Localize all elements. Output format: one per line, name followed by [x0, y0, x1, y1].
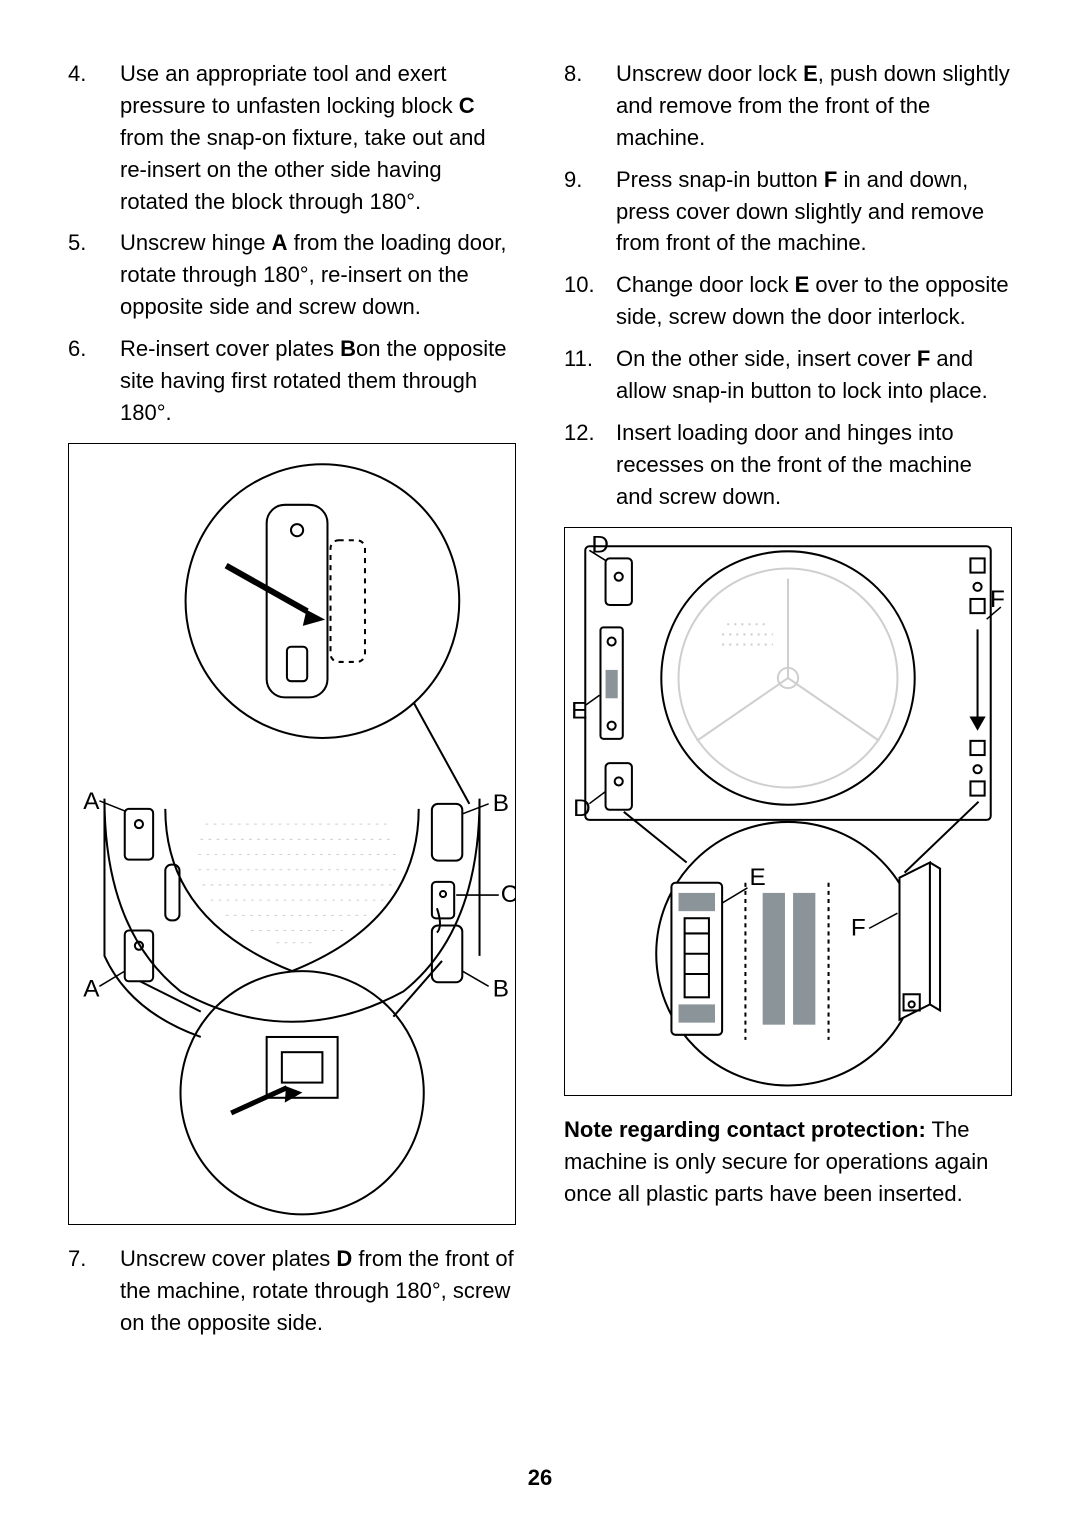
page-number: 26 — [0, 1465, 1080, 1491]
bold-ref: D — [336, 1246, 352, 1271]
instruction-text: Use an appropriate tool and exert pressu… — [120, 58, 516, 217]
bold-ref: A — [272, 230, 288, 255]
instruction-item: 7.Unscrew cover plates D from the front … — [68, 1243, 516, 1339]
left-column: 4.Use an appropriate tool and exert pres… — [68, 58, 516, 1349]
bold-ref: E — [795, 272, 810, 297]
note-contact-protection: Note regarding contact protection: The m… — [564, 1114, 1012, 1210]
instruction-text: Unscrew door lock E, push down slightly … — [616, 58, 1012, 154]
instruction-item: 12.Insert loading door and hinges into r… — [564, 417, 1012, 513]
bold-ref: F — [824, 167, 837, 192]
diagram1-label-A-bottom: A — [83, 975, 100, 1002]
note-heading: Note regarding contact protection: — [564, 1117, 926, 1142]
diagram-door-hinge: A A B B C — [68, 443, 516, 1226]
bold-ref: F — [917, 346, 930, 371]
bold-ref: E — [803, 61, 818, 86]
diagram2-label-F-top: F — [990, 586, 1005, 613]
instruction-text: Unscrew hinge A from the loading door, r… — [120, 227, 516, 323]
instruction-item: 11.On the other side, insert cover F and… — [564, 343, 1012, 407]
instruction-number: 11. — [564, 343, 616, 407]
diagram2-label-D-bottom: D — [573, 794, 591, 821]
diagram2-label-E-top: E — [571, 697, 587, 724]
instruction-item: 6.Re-insert cover plates Bon the opposit… — [68, 333, 516, 429]
instruction-list-left-bottom: 7.Unscrew cover plates D from the front … — [68, 1243, 516, 1339]
instruction-number: 6. — [68, 333, 120, 429]
diagram2-label-F-bottom: F — [851, 914, 866, 941]
diagram1-label-C: C — [501, 881, 515, 908]
diagram1-label-B-bottom: B — [493, 975, 509, 1002]
instruction-text: On the other side, insert cover F and al… — [616, 343, 1012, 407]
instruction-list-left-top: 4.Use an appropriate tool and exert pres… — [68, 58, 516, 429]
instruction-number: 4. — [68, 58, 120, 217]
instruction-text: Insert loading door and hinges into rece… — [616, 417, 1012, 513]
instruction-text: Press snap-in button F in and down, pres… — [616, 164, 1012, 260]
instruction-item: 8.Unscrew door lock E, push down slightl… — [564, 58, 1012, 154]
instruction-text: Re-insert cover plates Bon the opposite … — [120, 333, 516, 429]
instruction-number: 7. — [68, 1243, 120, 1339]
instruction-text: Unscrew cover plates D from the front of… — [120, 1243, 516, 1339]
diagram1-label-B-top: B — [493, 790, 509, 817]
bold-ref: B — [340, 336, 356, 361]
instruction-number: 10. — [564, 269, 616, 333]
instruction-item: 5.Unscrew hinge A from the loading door,… — [68, 227, 516, 323]
diagram2-label-E-bottom: E — [749, 863, 765, 890]
diagram2-label-D-top: D — [591, 531, 609, 558]
instruction-number: 12. — [564, 417, 616, 513]
instruction-item: 9.Press snap-in button F in and down, pr… — [564, 164, 1012, 260]
diagram-machine-front: D D E F E F — [564, 527, 1012, 1097]
instruction-number: 5. — [68, 227, 120, 323]
diagram1-label-A-top: A — [83, 788, 100, 815]
instruction-item: 10.Change door lock E over to the opposi… — [564, 269, 1012, 333]
instruction-number: 8. — [564, 58, 616, 154]
bold-ref: C — [459, 93, 475, 118]
instruction-item: 4.Use an appropriate tool and exert pres… — [68, 58, 516, 217]
instruction-text: Change door lock E over to the opposite … — [616, 269, 1012, 333]
instruction-number: 9. — [564, 164, 616, 260]
instruction-list-right: 8.Unscrew door lock E, push down slightl… — [564, 58, 1012, 513]
right-column: 8.Unscrew door lock E, push down slightl… — [564, 58, 1012, 1349]
